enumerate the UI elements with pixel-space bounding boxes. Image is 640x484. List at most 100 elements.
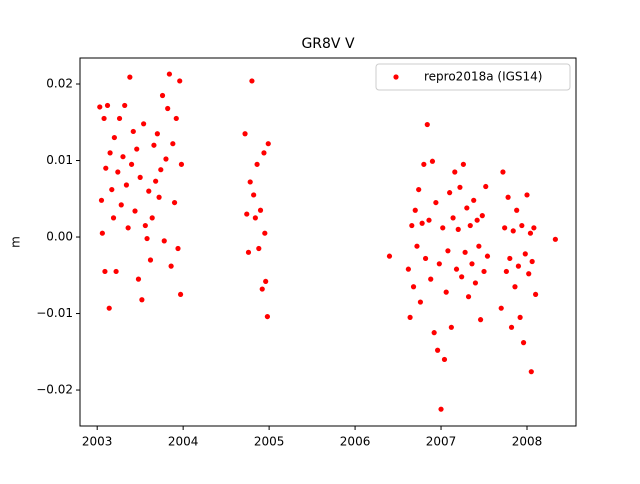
point [508, 324, 515, 330]
chart-title: GR8V V [301, 36, 355, 52]
point [552, 236, 558, 242]
point [460, 161, 466, 167]
point [128, 161, 135, 167]
point [130, 128, 136, 135]
point [467, 222, 473, 229]
point [443, 289, 449, 295]
point [135, 276, 142, 282]
legend-label: repro2018a (IGS14) [424, 70, 542, 84]
point [249, 78, 255, 84]
point [522, 251, 528, 257]
point [431, 330, 437, 336]
y-tick-label: −0.02 [36, 383, 73, 397]
point [142, 222, 148, 229]
point [127, 74, 133, 80]
point [153, 178, 159, 184]
point [453, 266, 460, 272]
point [173, 115, 179, 122]
point [256, 245, 262, 252]
point [426, 217, 432, 223]
point [435, 347, 441, 353]
x-tick-label: 2006 [340, 435, 371, 449]
x-tick-label: 2003 [82, 435, 113, 449]
point [97, 104, 103, 110]
point [247, 179, 253, 185]
point [455, 226, 461, 232]
y-tick-label: 0.02 [46, 77, 73, 91]
point [262, 230, 268, 236]
point [445, 248, 451, 254]
point [452, 169, 458, 175]
point [409, 222, 415, 229]
point [515, 263, 522, 269]
point [429, 158, 436, 164]
point [159, 92, 166, 99]
point [502, 225, 508, 231]
point [102, 268, 108, 275]
point [510, 228, 516, 234]
point [500, 169, 506, 175]
point [438, 406, 444, 412]
y-tick-label: 0.01 [46, 153, 73, 167]
point [410, 284, 417, 290]
point [252, 215, 258, 221]
point [178, 161, 185, 167]
point [144, 235, 150, 242]
point [177, 291, 184, 298]
point [111, 134, 117, 141]
point [134, 146, 140, 152]
point [104, 102, 111, 109]
point [122, 102, 128, 109]
point [520, 340, 527, 346]
point [416, 186, 422, 193]
point [531, 225, 537, 231]
point [526, 271, 532, 277]
point [242, 131, 248, 137]
point [166, 71, 173, 77]
point [99, 230, 105, 236]
point [450, 215, 456, 221]
point [421, 161, 427, 167]
point [472, 280, 479, 286]
point [109, 186, 115, 193]
point [471, 197, 477, 203]
point [527, 230, 534, 236]
point [428, 276, 434, 282]
point [259, 286, 265, 292]
point [507, 255, 513, 262]
point [419, 220, 425, 226]
point [261, 150, 267, 156]
point [524, 192, 530, 198]
point [263, 278, 269, 285]
point [175, 245, 181, 252]
point [505, 194, 511, 200]
point [132, 208, 138, 214]
point [517, 314, 523, 320]
legend-marker [393, 74, 399, 80]
point [264, 313, 270, 320]
point [165, 105, 171, 112]
point [457, 184, 463, 190]
point [251, 192, 257, 198]
point [177, 78, 183, 84]
point [170, 141, 176, 147]
point [118, 202, 124, 208]
x-tick-label: 2008 [512, 435, 543, 449]
point [171, 199, 178, 206]
point [149, 215, 155, 221]
point [151, 142, 157, 148]
point [433, 199, 439, 206]
point [441, 356, 448, 363]
point [512, 284, 518, 290]
point [405, 266, 411, 272]
point [386, 253, 393, 259]
legend-box [375, 63, 571, 91]
point [417, 299, 424, 305]
point [474, 217, 480, 223]
point [407, 314, 413, 320]
point [115, 169, 121, 175]
point [158, 167, 164, 173]
x-tick-label: 2007 [426, 435, 457, 449]
point [529, 258, 535, 265]
